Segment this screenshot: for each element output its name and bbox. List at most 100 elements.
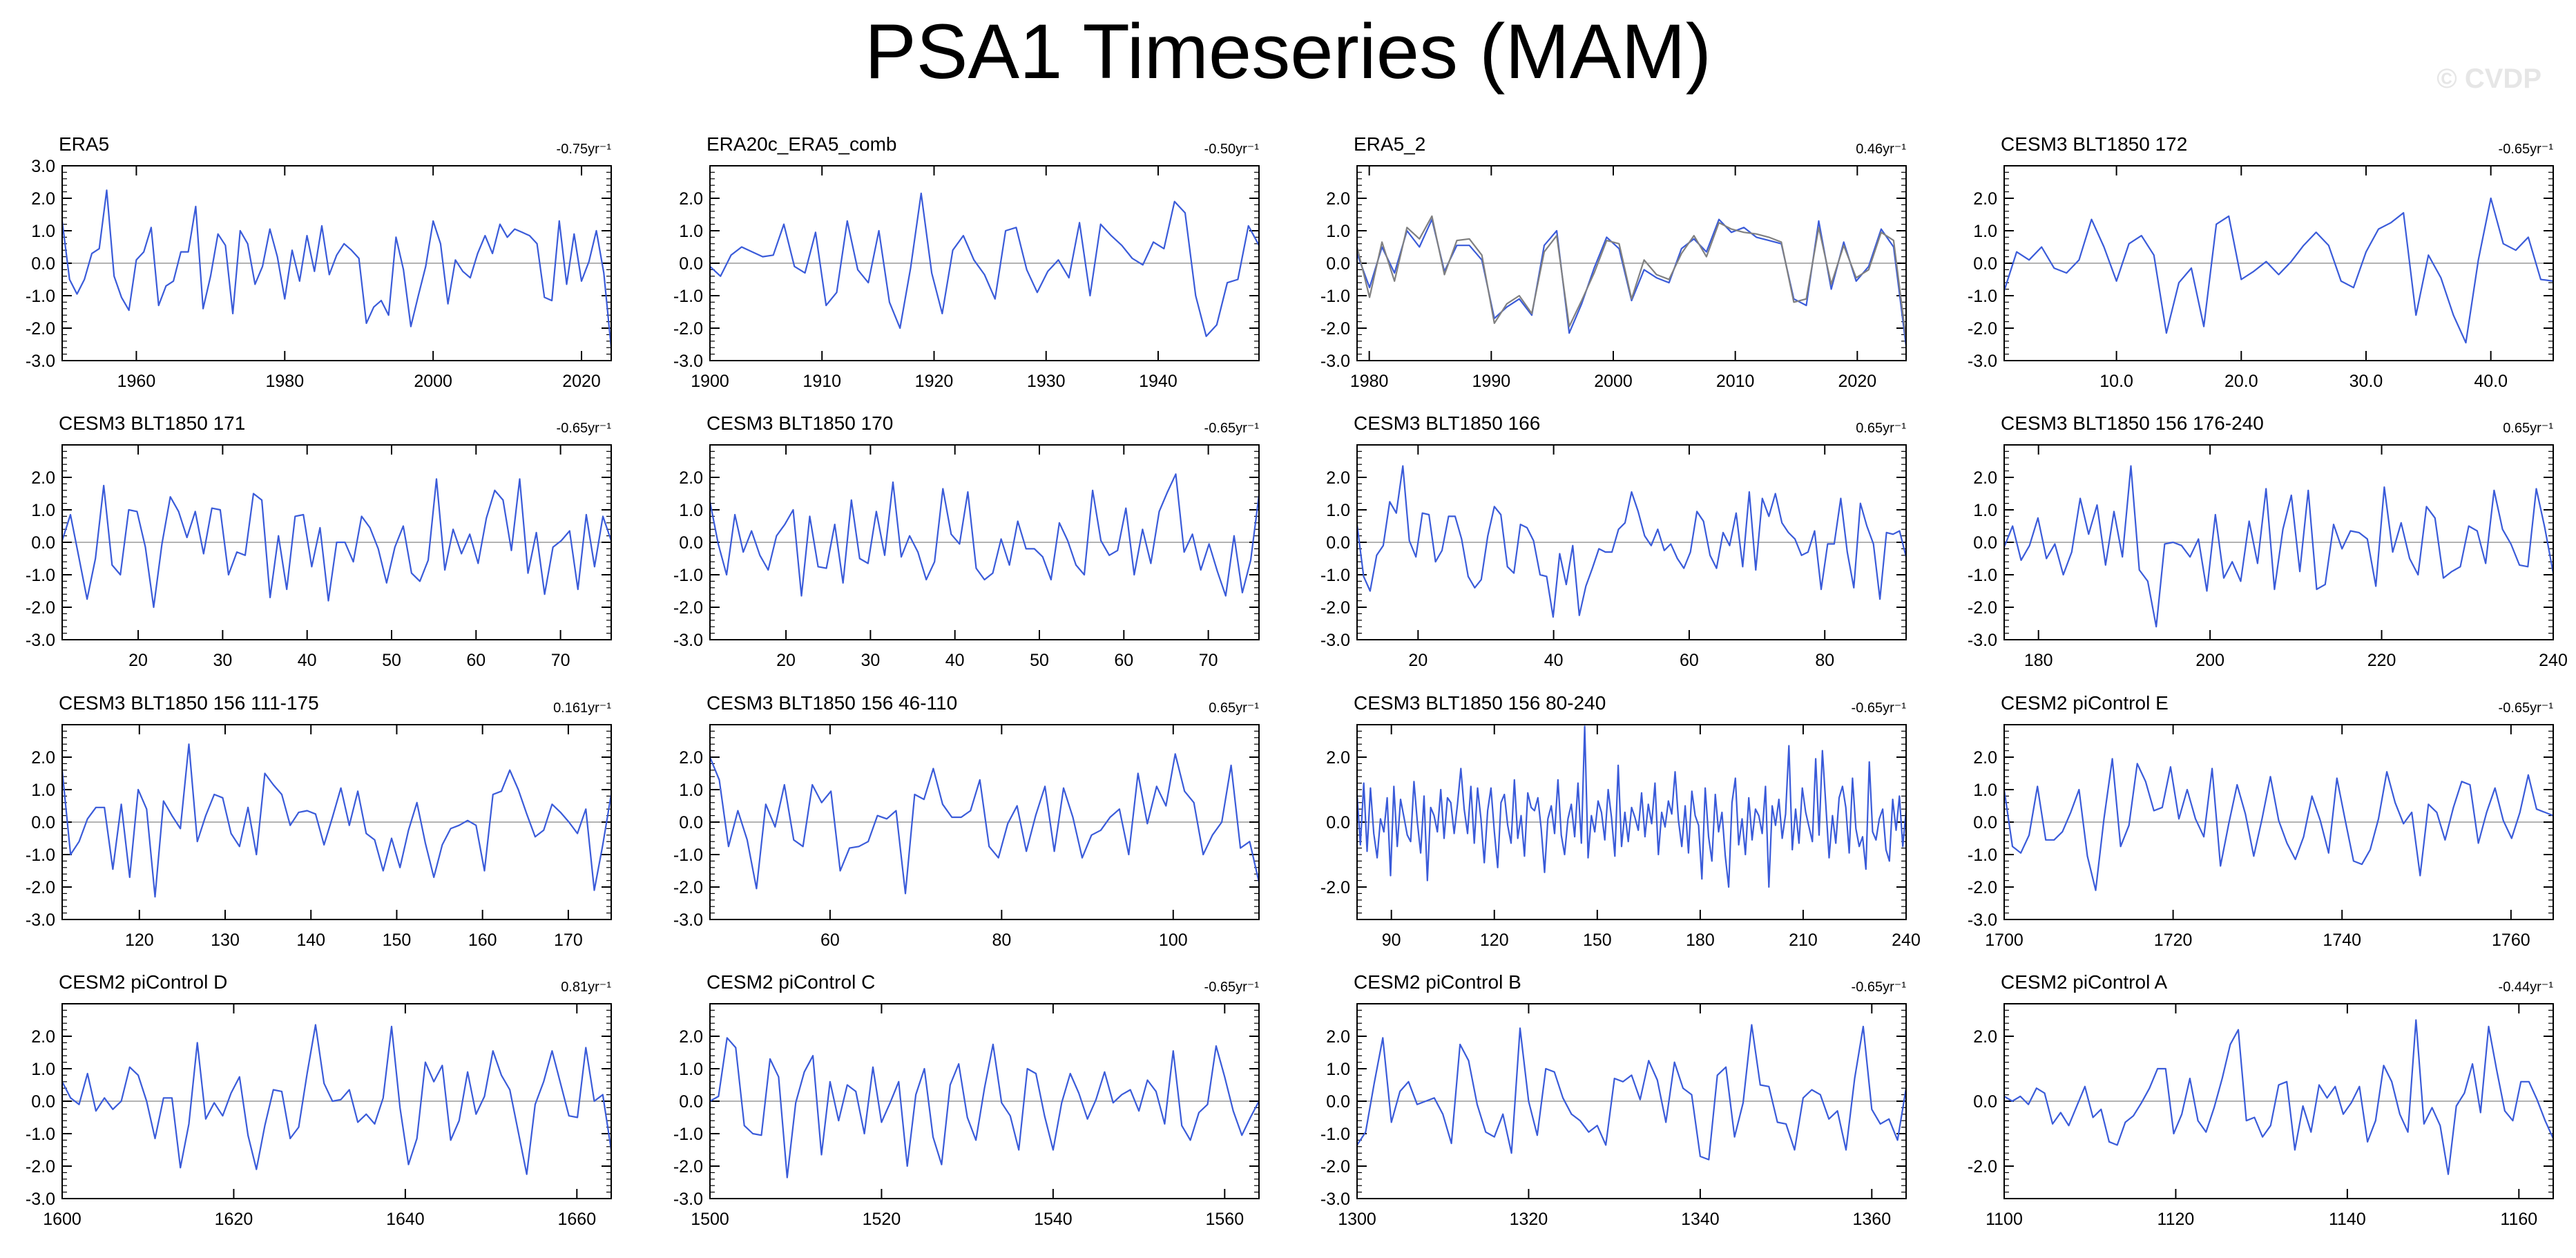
ytick-label: 2.0 [679,748,703,768]
ytick-label: 2.0 [31,468,55,488]
plot-frame [1356,1003,1907,1199]
ytick-label: 0.0 [679,533,703,553]
trend-label: -0.65yr⁻¹ [1852,701,1907,716]
ytick-label: -3.0 [673,911,703,930]
xtick-label: 1600 [43,1210,81,1229]
xtick-label: 20 [1408,651,1428,670]
xtick-label: 30.0 [2349,372,2383,391]
series-line-1 [1356,725,1907,888]
series-line-1 [2003,758,2554,891]
plot-frame [709,444,1260,640]
xtick-label: 1320 [1510,1210,1548,1229]
ytick-label: -1.0 [1320,566,1350,585]
xtick-label: 2020 [562,372,601,391]
ytick-label: 2.0 [31,1027,55,1047]
xtick-label: 80 [992,931,1011,950]
ytick-label: -2.0 [1968,319,1997,339]
trend-label: -0.50yr⁻¹ [1204,142,1260,157]
ytick-label: -3.0 [1968,352,1997,371]
trend-label: 0.161yr⁻¹ [553,701,611,716]
xtick-label: 40 [1544,651,1564,670]
plot-frame [61,165,612,361]
ytick-label: 1.0 [679,1060,703,1079]
panel-title: CESM3 BLT1850 171 [59,412,245,434]
xtick-label: 220 [2367,651,2396,670]
panel-10: 2.0 1.0 0.0 -1.0 -2.0 -3.0 60 80 100 CESM3 BLT185… [673,692,1260,950]
ytick-label: -2.0 [26,878,55,897]
ytick-label: 1.0 [1326,1060,1350,1079]
xtick-label: 50 [1030,651,1049,670]
ytick-label: -1.0 [1320,1125,1350,1144]
ytick-label: -2.0 [26,598,55,618]
xtick-label: 1300 [1338,1210,1376,1229]
xtick-label: 1990 [1472,372,1511,391]
ytick-label: 0.0 [1326,1092,1350,1112]
xtick-label: 40 [945,651,965,670]
ytick-label: -1.0 [26,846,55,865]
trend-label: -0.65yr⁻¹ [2499,701,2554,716]
credit-watermark: © CVDP [2436,64,2541,94]
trend-label: -0.65yr⁻¹ [1852,980,1907,995]
xtick-label: 2000 [414,372,452,391]
xtick-label: 90 [1382,931,1401,950]
trend-label: 0.81yr⁻¹ [561,980,611,995]
ytick-label: -3.0 [1320,352,1350,371]
plot-frame [709,1003,1260,1199]
ytick-label: -3.0 [1320,631,1350,650]
xtick-label: 1720 [2154,931,2193,950]
xtick-label: 1120 [2157,1210,2195,1229]
xtick-label: 1940 [1139,372,1178,391]
main-title: PSA1 Timeseries (MAM) [865,8,1711,95]
xtick-label: 240 [1892,931,1921,950]
ytick-label: -2.0 [26,319,55,339]
ytick-label: -2.0 [1968,878,1997,897]
ytick-label: 2.0 [1326,189,1350,209]
plot-frame [61,444,612,640]
trend-label: -0.65yr⁻¹ [557,421,612,436]
ytick-label: -1.0 [673,287,703,306]
panel-title: CESM3 BLT1850 156 176-240 [2001,412,2264,434]
plot-frame [1356,165,1907,361]
series-line-1 [2003,1019,2555,1175]
panel-title: CESM3 BLT1850 156 46-110 [707,692,957,714]
panel-title: ERA5_2 [1354,133,1425,155]
ytick-label: 1.0 [31,501,55,520]
plot-frame [709,724,1260,920]
plot-frame [61,724,612,920]
ytick-label: 1.0 [31,1060,55,1079]
ytick-label: -2.0 [673,878,703,897]
xtick-label: 1360 [1853,1210,1892,1229]
plot-frame [61,1003,612,1199]
ytick-label: -2.0 [1968,598,1997,618]
plot-frame [2003,724,2554,920]
panel-title: CESM3 BLT1850 156 80-240 [1354,692,1606,714]
xtick-label: 1140 [2329,1210,2366,1229]
ytick-label: 1.0 [1973,222,1997,241]
xtick-label: 60 [1680,651,1699,670]
series-line-2 [1356,215,1907,340]
xtick-label: 2000 [1594,372,1633,391]
xtick-label: 40 [298,651,317,670]
ytick-label: -3.0 [1320,1190,1350,1209]
ytick-label: -3.0 [1968,911,1997,930]
panel-title: CESM2 piControl A [2001,971,2168,993]
ytick-label: -2.0 [1320,319,1350,339]
trend-label: -0.65yr⁻¹ [2499,142,2554,157]
series-line-1 [1356,465,1907,618]
panel-16: 2.0 0.0 -2.0 1100 1120 1140 1160 CESM2 piContro… [1968,971,2555,1229]
ytick-label: 2.0 [1973,1027,1997,1047]
ytick-label: 1.0 [1326,501,1350,520]
ytick-label: -3.0 [26,631,55,650]
xtick-label: 100 [1159,931,1188,950]
trend-label: -0.75yr⁻¹ [557,142,612,157]
xtick-label: 60 [820,931,840,950]
ytick-label: -1.0 [1968,846,1997,865]
ytick-label: -1.0 [673,1125,703,1144]
ytick-label: 2.0 [1326,748,1350,768]
trend-label: -0.44yr⁻¹ [2499,980,2554,995]
xtick-label: 1540 [1034,1210,1073,1229]
